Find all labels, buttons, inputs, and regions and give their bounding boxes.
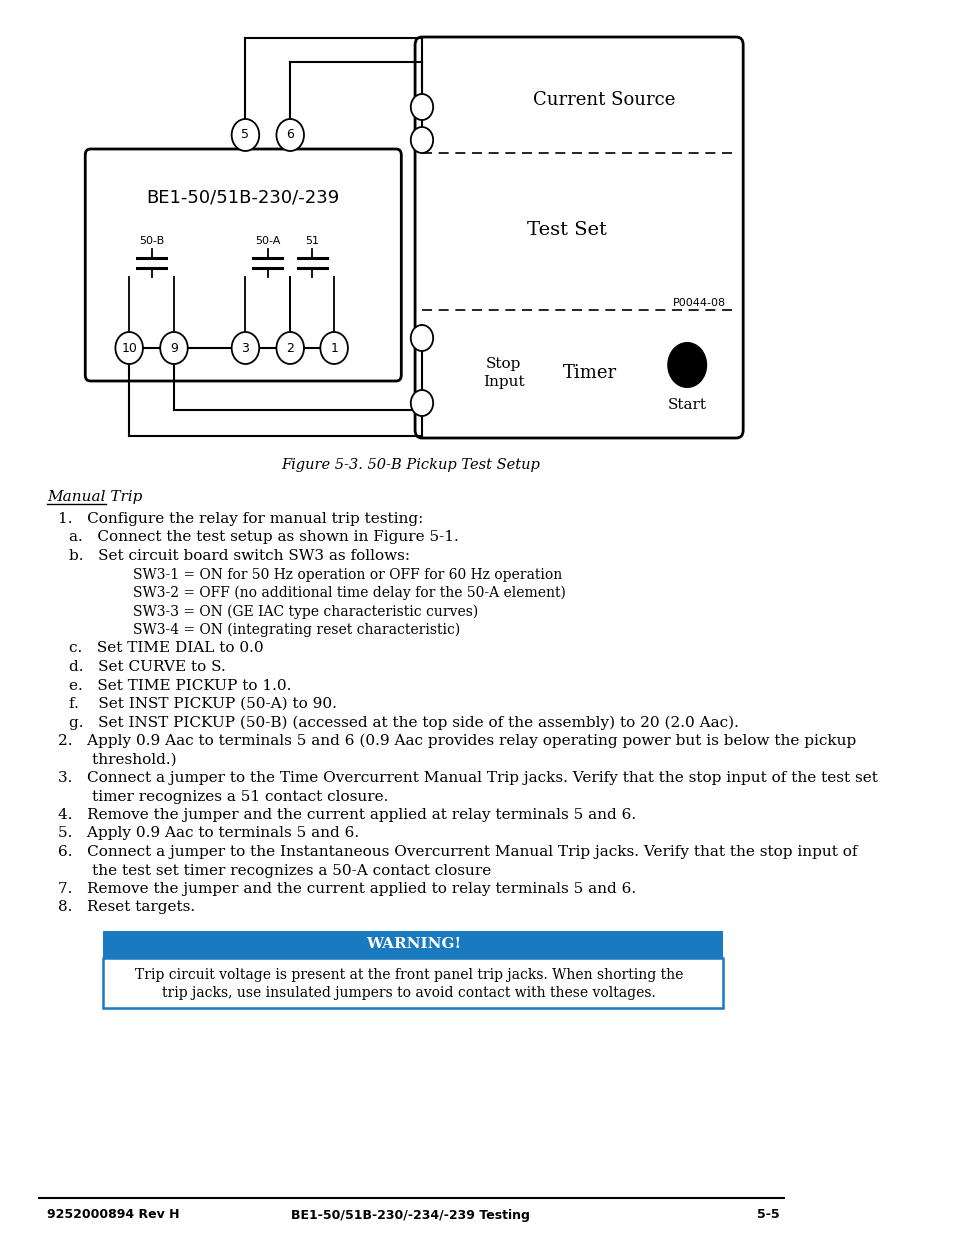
Text: Test Set: Test Set bbox=[526, 221, 606, 240]
Text: 8.   Reset targets.: 8. Reset targets. bbox=[57, 900, 194, 914]
Circle shape bbox=[232, 332, 259, 364]
Text: Figure 5-3. 50-B Pickup Test Setup: Figure 5-3. 50-B Pickup Test Setup bbox=[281, 458, 539, 472]
Text: SW3-2 = OFF (no additional time delay for the 50-A element): SW3-2 = OFF (no additional time delay fo… bbox=[133, 585, 566, 600]
Text: 1.   Configure the relay for manual trip testing:: 1. Configure the relay for manual trip t… bbox=[57, 513, 422, 526]
Text: 6: 6 bbox=[286, 128, 294, 142]
Text: 51: 51 bbox=[305, 236, 319, 246]
Circle shape bbox=[276, 119, 304, 151]
Text: 3: 3 bbox=[241, 342, 249, 354]
Text: timer recognizes a 51 contact closure.: timer recognizes a 51 contact closure. bbox=[57, 789, 388, 804]
Text: 3.   Connect a jumper to the Time Overcurrent Manual Trip jacks. Verify that the: 3. Connect a jumper to the Time Overcurr… bbox=[57, 771, 877, 785]
FancyBboxPatch shape bbox=[85, 149, 401, 382]
Text: 2: 2 bbox=[286, 342, 294, 354]
Text: WARNING!: WARNING! bbox=[365, 937, 460, 951]
Text: 5: 5 bbox=[241, 128, 249, 142]
Text: 5-5: 5-5 bbox=[756, 1209, 779, 1221]
Circle shape bbox=[667, 343, 705, 387]
FancyBboxPatch shape bbox=[415, 37, 742, 438]
Text: 50-A: 50-A bbox=[254, 236, 280, 246]
Text: SW3-1 = ON for 50 Hz operation or OFF for 60 Hz operation: SW3-1 = ON for 50 Hz operation or OFF fo… bbox=[133, 568, 562, 582]
Circle shape bbox=[411, 390, 433, 416]
Text: SW3-4 = ON (integrating reset characteristic): SW3-4 = ON (integrating reset characteri… bbox=[133, 622, 460, 637]
Text: 2.   Apply 0.9 Aac to terminals 5 and 6 (0.9 Aac provides relay operating power : 2. Apply 0.9 Aac to terminals 5 and 6 (0… bbox=[57, 734, 855, 748]
Circle shape bbox=[276, 332, 304, 364]
Text: d.   Set CURVE to S.: d. Set CURVE to S. bbox=[69, 659, 226, 674]
Text: g.   Set INST PICKUP (50-B) (accessed at the top side of the assembly) to 20 (2.: g. Set INST PICKUP (50-B) (accessed at t… bbox=[69, 715, 738, 730]
Circle shape bbox=[115, 332, 143, 364]
Circle shape bbox=[160, 332, 188, 364]
Text: 50-B: 50-B bbox=[139, 236, 164, 246]
Circle shape bbox=[411, 325, 433, 351]
Text: 9: 9 bbox=[170, 342, 177, 354]
Text: Start: Start bbox=[667, 398, 706, 412]
Text: Current Source: Current Source bbox=[533, 91, 675, 109]
Text: BE1-50/51B-230/-234/-239 Testing: BE1-50/51B-230/-234/-239 Testing bbox=[291, 1209, 530, 1221]
Text: Stop
Input: Stop Input bbox=[482, 357, 524, 389]
Text: 1: 1 bbox=[330, 342, 337, 354]
FancyBboxPatch shape bbox=[103, 958, 722, 1008]
Text: e.   Set TIME PICKUP to 1.0.: e. Set TIME PICKUP to 1.0. bbox=[69, 678, 291, 693]
Text: 6.   Connect a jumper to the Instantaneous Overcurrent Manual Trip jacks. Verify: 6. Connect a jumper to the Instantaneous… bbox=[57, 845, 857, 860]
FancyBboxPatch shape bbox=[103, 931, 722, 958]
Circle shape bbox=[411, 94, 433, 120]
Text: Trip circuit voltage is present at the front panel trip jacks. When shorting the: Trip circuit voltage is present at the f… bbox=[134, 968, 682, 982]
Circle shape bbox=[320, 332, 348, 364]
Text: SW3-3 = ON (GE IAC type characteristic curves): SW3-3 = ON (GE IAC type characteristic c… bbox=[133, 604, 478, 619]
Text: trip jacks, use insulated jumpers to avoid contact with these voltages.: trip jacks, use insulated jumpers to avo… bbox=[162, 986, 656, 1000]
Text: 10: 10 bbox=[121, 342, 137, 354]
Circle shape bbox=[232, 119, 259, 151]
Text: BE1-50/51B-230/-239: BE1-50/51B-230/-239 bbox=[147, 188, 339, 206]
Text: Timer: Timer bbox=[562, 364, 617, 382]
Text: Manual Trip: Manual Trip bbox=[48, 490, 143, 504]
Text: the test set timer recognizes a 50-A contact closure: the test set timer recognizes a 50-A con… bbox=[57, 863, 491, 878]
Text: 5.   Apply 0.9 Aac to terminals 5 and 6.: 5. Apply 0.9 Aac to terminals 5 and 6. bbox=[57, 826, 358, 841]
Text: 7.   Remove the jumper and the current applied to relay terminals 5 and 6.: 7. Remove the jumper and the current app… bbox=[57, 882, 635, 897]
Text: 4.   Remove the jumper and the current applied at relay terminals 5 and 6.: 4. Remove the jumper and the current app… bbox=[57, 808, 635, 823]
Text: b.   Set circuit board switch SW3 as follows:: b. Set circuit board switch SW3 as follo… bbox=[69, 550, 410, 563]
Text: 9252000894 Rev H: 9252000894 Rev H bbox=[48, 1209, 180, 1221]
Circle shape bbox=[411, 127, 433, 153]
Text: threshold.): threshold.) bbox=[57, 752, 176, 767]
Text: f.    Set INST PICKUP (50-A) to 90.: f. Set INST PICKUP (50-A) to 90. bbox=[69, 697, 336, 711]
Text: P0044-08: P0044-08 bbox=[672, 298, 725, 308]
Text: c.   Set TIME DIAL to 0.0: c. Set TIME DIAL to 0.0 bbox=[69, 641, 263, 656]
Text: a.   Connect the test setup as shown in Figure 5-1.: a. Connect the test setup as shown in Fi… bbox=[69, 531, 458, 545]
